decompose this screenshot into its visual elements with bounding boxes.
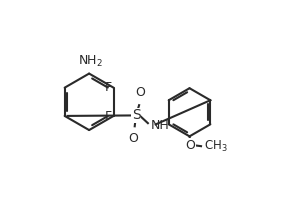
Text: O: O (129, 132, 139, 145)
Text: S: S (132, 108, 141, 122)
Text: O: O (135, 86, 145, 99)
Text: O: O (186, 139, 195, 152)
Text: F: F (104, 110, 111, 123)
Text: NH$_2$: NH$_2$ (78, 54, 103, 69)
Text: F: F (104, 81, 111, 93)
Text: CH$_3$: CH$_3$ (204, 139, 228, 154)
Text: NH: NH (151, 119, 170, 132)
